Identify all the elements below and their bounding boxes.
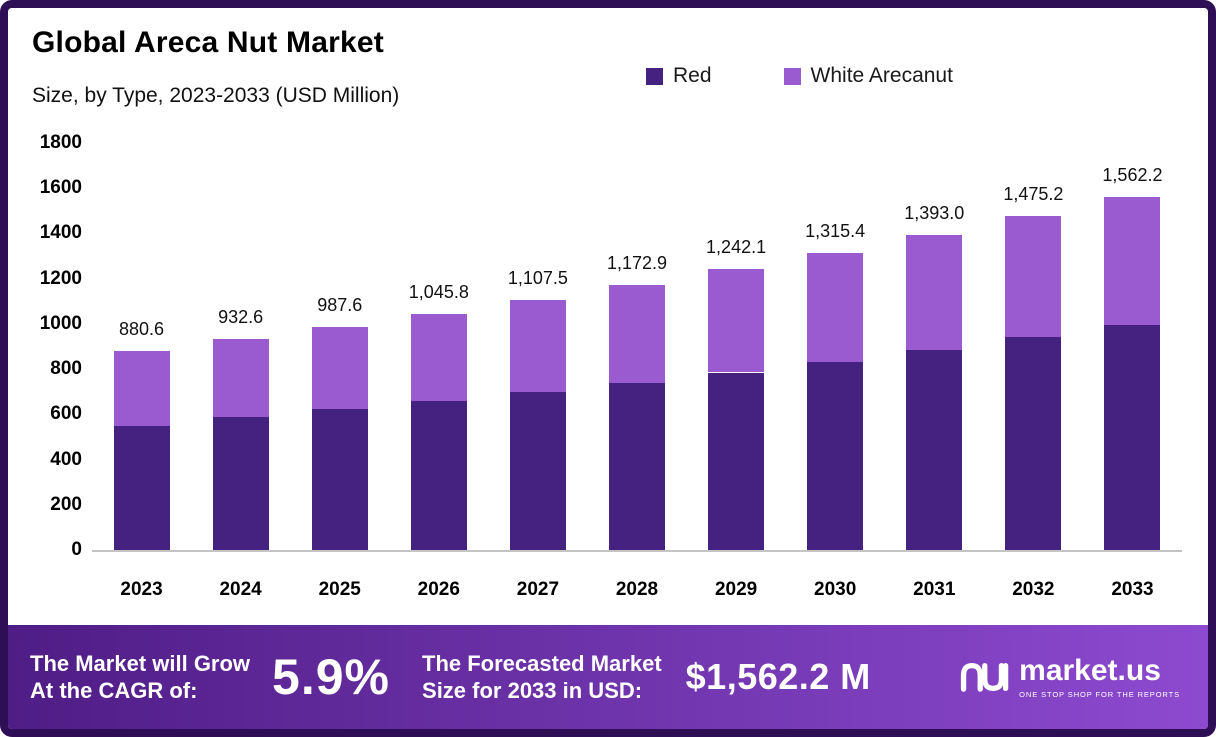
bar-segment-white-arecanut-2031 (906, 235, 963, 350)
bar-segment-red-2031 (906, 349, 963, 550)
x-axis-tick-2024: 2024 (219, 579, 262, 600)
bar-total-label-2025: 987.6 (317, 294, 363, 315)
x-axis-line (92, 550, 1182, 552)
bar-total-label-2032: 1,475.2 (1003, 184, 1064, 205)
forecast-value: $1,562.2 M (685, 656, 871, 697)
bar-segment-red-2023 (113, 425, 170, 550)
y-axis-tick-1000: 1000 (39, 312, 82, 334)
legend-label-red: Red (673, 64, 712, 87)
bar-chart-plot: 0 200 400 600 800 1000 1200 1400 1600 1800 880.6 20… (8, 8, 1208, 625)
bar-segment-red-2030 (807, 362, 864, 550)
forecast-label-line1: The Forecasted Market (422, 650, 662, 676)
bar-segment-white-arecanut-2024 (212, 339, 269, 417)
brand-tagline: ONE STOP SHOP FOR THE REPORTS (1019, 689, 1180, 699)
cagr-label: The Market will Grow At the CAGR of: (30, 650, 250, 705)
bar-segment-white-arecanut-2028 (609, 284, 665, 383)
legend-item-white-arecanut: White Arecanut (783, 64, 953, 88)
legend-swatch-white-arecanut (783, 67, 801, 85)
brand-name: market.us (1019, 653, 1161, 687)
cagr-label-line1: The Market will Grow (30, 650, 251, 676)
forecast-label-line2: Size for 2033 in USD: (422, 678, 643, 703)
forecast-label: The Forecasted Market Size for 2033 in U… (422, 650, 662, 705)
bar-segment-white-arecanut-2025 (311, 326, 368, 409)
y-axis-tick-1800: 1800 (39, 132, 82, 153)
bar-segment-red-2032 (1005, 337, 1062, 550)
y-axis-tick-1200: 1200 (39, 267, 82, 289)
bar-total-label-2028: 1,172.9 (606, 252, 668, 273)
x-axis-tick-2029: 2029 (714, 579, 758, 600)
x-axis-tick-2031: 2031 (913, 579, 956, 600)
footer-banner: The Market will Grow At the CAGR of: 5.9… (8, 625, 1208, 729)
bar-total-label-2033: 1,562.2 (1102, 164, 1163, 185)
bar-segment-white-arecanut-2023 (113, 350, 170, 426)
x-axis-tick-2025: 2025 (318, 579, 361, 600)
bar-segment-white-arecanut-2030 (807, 252, 864, 363)
y-axis-tick-0: 0 (71, 539, 82, 560)
bar-segment-white-arecanut-2033 (1104, 196, 1161, 326)
chart-legend: Red White Arecanut (646, 64, 953, 88)
bar-segment-red-2027 (509, 391, 566, 550)
x-axis-tick-2030: 2030 (814, 579, 857, 600)
bar-total-label-2023: 880.6 (119, 318, 165, 339)
x-axis-tick-2027: 2027 (516, 579, 560, 600)
bar-total-label-2030: 1,315.4 (805, 220, 866, 241)
brand-text: market.us ONE STOP SHOP FOR THE REPORTS (1019, 653, 1180, 699)
cagr-label-line2: At the CAGR of: (30, 678, 198, 703)
cagr-value: 5.9% (272, 649, 391, 705)
bar-segment-red-2025 (311, 408, 368, 550)
bar-segment-red-2028 (609, 382, 665, 550)
chart-subtitle: Size, by Type, 2023-2033 (USD Million) (32, 84, 400, 107)
bar-segment-red-2033 (1104, 325, 1161, 550)
bar-total-label-2031: 1,393.0 (904, 203, 965, 224)
brand-lockup: market.us ONE STOP SHOP FOR THE REPORTS (959, 653, 1186, 699)
legend-swatch-red (646, 67, 663, 85)
bar-segment-white-arecanut-2032 (1005, 216, 1062, 338)
bar-segment-white-arecanut-2026 (410, 313, 467, 401)
bar-total-label-2027: 1,107.5 (507, 267, 568, 288)
market-us-logo-icon (961, 662, 1009, 692)
legend-item-red: Red (646, 64, 712, 88)
bar-segment-red-2029 (708, 372, 765, 550)
chart-section: Global Areca Nut Market Size, by Type, 2… (8, 8, 1208, 625)
x-axis-tick-2023: 2023 (120, 579, 163, 600)
y-axis-tick-200: 200 (50, 493, 82, 515)
x-axis-tick-2033: 2033 (1111, 579, 1154, 600)
bar-segment-white-arecanut-2027 (509, 299, 566, 392)
bar-total-label-2024: 932.6 (218, 307, 264, 328)
bar-segment-white-arecanut-2029 (708, 269, 765, 373)
x-axis-tick-2026: 2026 (417, 579, 460, 600)
bar-segment-red-2026 (410, 400, 467, 550)
x-axis-tick-2032: 2032 (1012, 579, 1055, 600)
x-axis-tick-2028: 2028 (615, 579, 659, 600)
y-axis-tick-1600: 1600 (39, 177, 82, 199)
y-axis-tick-600: 600 (50, 403, 82, 425)
bar-total-label-2026: 1,045.8 (408, 281, 469, 302)
bar-segment-red-2024 (212, 416, 269, 550)
y-axis-tick-1400: 1400 (39, 222, 82, 244)
page-title: Global Areca Nut Market (32, 26, 384, 59)
legend-label-white-arecanut: White Arecanut (810, 64, 953, 87)
y-axis-tick-400: 400 (50, 448, 82, 470)
bar-total-label-2029: 1,242.1 (706, 237, 767, 258)
y-axis-tick-800: 800 (50, 358, 82, 380)
